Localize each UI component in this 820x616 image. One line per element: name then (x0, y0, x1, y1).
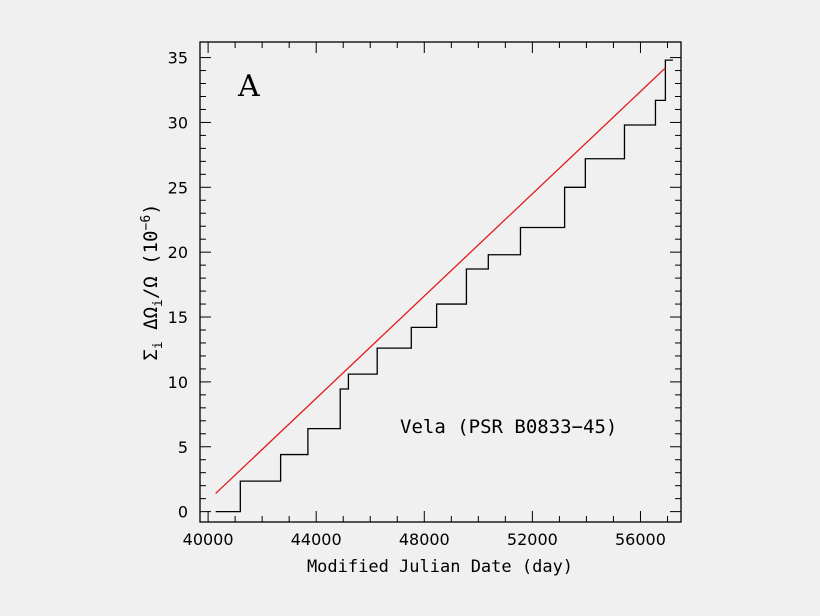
y-title-close: ) (140, 203, 162, 214)
y-title-sub-i: i (151, 341, 166, 349)
panel-label: A (237, 69, 260, 104)
y-tick-label: 0 (178, 503, 188, 522)
y-tick-label: 20 (168, 243, 188, 262)
series-linear-fit (215, 67, 666, 494)
y-title-sub-i2: i (151, 299, 166, 307)
x-tick-label: 52000 (507, 530, 558, 549)
y-axis-title: Σi ΔΩi/Ω (10−6) (139, 203, 166, 360)
x-tick-label: 56000 (615, 530, 666, 549)
y-title-exp: −6 (139, 215, 154, 231)
plot-frame (199, 41, 682, 523)
y-tick-label: 25 (168, 178, 188, 197)
y-tick-label: 5 (178, 438, 188, 457)
y-tick-label: 10 (168, 373, 188, 392)
y-tick-label: 15 (168, 308, 188, 327)
y-title-unit: (10 (140, 230, 162, 264)
x-tick-label: 44000 (291, 530, 342, 549)
svg-text:Σi ΔΩi/Ω (10−6): Σi ΔΩi/Ω (10−6) (139, 203, 166, 360)
axis-ticks (200, 42, 681, 522)
series-step-glitch-sum (215, 59, 673, 513)
y-title-over-omega: /Ω (140, 276, 162, 299)
y-tick-label: 30 (168, 113, 188, 132)
y-tick-label: 35 (168, 49, 188, 68)
pulsar-annotation: Vela (PSR B0833−45) (400, 416, 617, 438)
tick-labels: 40000 44000 48000 52000 56000 0 5 10 15 20 25 30 35 (168, 49, 666, 549)
x-axis-title: Modified Julian Date (day) (307, 557, 573, 577)
y-title-sigma: Σ (140, 349, 162, 360)
y-title-delta-omega: ΔΩ (140, 307, 162, 330)
x-tick-label: 40000 (183, 530, 234, 549)
x-tick-label: 48000 (399, 530, 450, 549)
